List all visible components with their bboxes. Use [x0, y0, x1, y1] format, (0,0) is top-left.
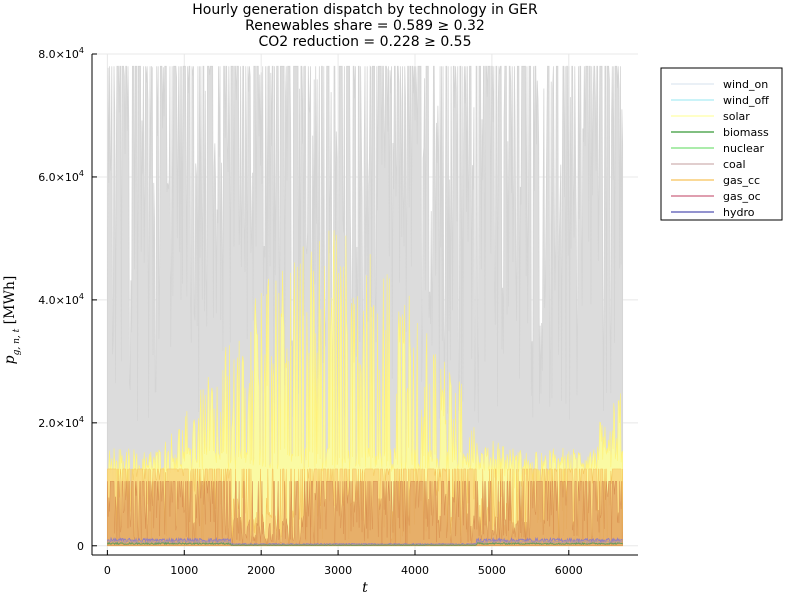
legend-label-nuclear: nuclear [723, 142, 765, 155]
x-tick-label: 0 [104, 564, 111, 577]
x-axis-label: t [362, 580, 368, 596]
chart-title-line-3: CO2 reduction = 0.228 ≥ 0.55 [258, 34, 471, 50]
legend-box [660, 67, 783, 221]
legend-label-wind_on: wind_on [723, 78, 768, 91]
series-biomass-line [106, 541, 623, 546]
plot-area [106, 65, 624, 547]
x-tick-label: 4000 [401, 564, 429, 577]
legend-label-gas_oc: gas_oc [723, 190, 761, 203]
legend-label-hydro: hydro [723, 206, 755, 219]
y-tick-label: 8.0×104 [38, 46, 84, 61]
chart-title: Hourly generation dispatch by technology… [192, 2, 538, 50]
y-tick-label: 4.0×104 [38, 292, 84, 307]
chart-title-line-1: Hourly generation dispatch by technology… [192, 2, 538, 18]
x-tick-label: 6000 [555, 564, 583, 577]
legend-label-wind_off: wind_off [723, 94, 769, 107]
chart-title-line-2: Renewables share = 0.589 ≥ 0.32 [245, 18, 485, 34]
svg-text:pg, n, t [MWh]: pg, n, t [MWh] [2, 276, 22, 365]
x-tick-label: 2000 [247, 564, 275, 577]
y-tick-label: 6.0×104 [38, 169, 84, 184]
x-tick-label: 3000 [324, 564, 352, 577]
legend-label-gas_cc: gas_cc [723, 174, 760, 187]
legend-label-solar: solar [723, 110, 750, 123]
tick-labels: 0 1000 2000 3000 4000 5000 6000 0 2.0×104 4.0×104… [38, 46, 583, 577]
legend-label-biomass: biomass [723, 126, 769, 139]
series-gas_cc-area [107, 468, 623, 547]
x-tick-label: 1000 [170, 564, 198, 577]
y-tick-label: 2.0×104 [38, 415, 84, 430]
legend-label-coal: coal [723, 158, 746, 171]
x-tick-label: 5000 [478, 564, 506, 577]
axes [91, 53, 638, 556]
y-axis-label: pg, n, t [MWh] [2, 276, 22, 365]
series-gas_oc-area [107, 480, 623, 547]
y-tick-label: 0 [77, 540, 84, 553]
